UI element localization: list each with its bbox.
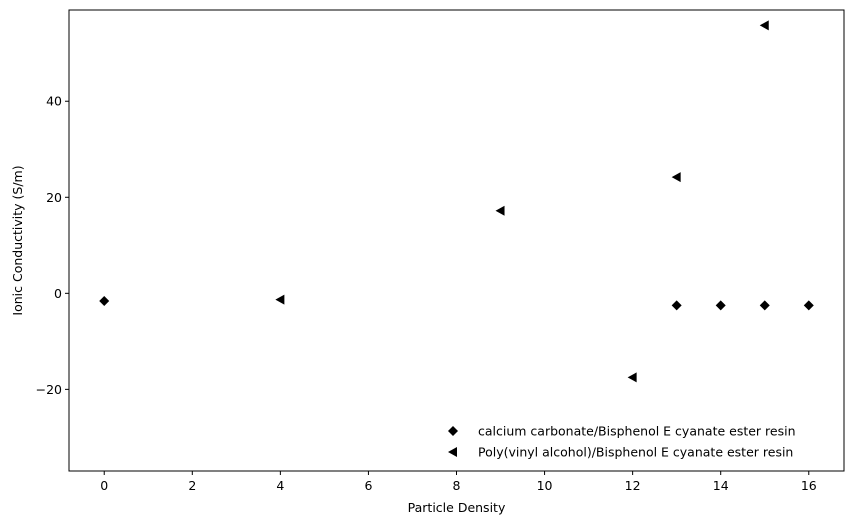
x-axis-label: Particle Density: [408, 500, 506, 515]
y-tick-label: −20: [36, 382, 62, 397]
data-point-series-2: [627, 372, 637, 383]
x-tick-label: 16: [801, 478, 817, 493]
legend: calcium carbonate/Bisphenol E cyanate es…: [448, 424, 796, 460]
legend-marker-series-1: [448, 426, 458, 436]
data-point-series-2: [495, 205, 505, 216]
data-point-series-1: [803, 300, 814, 311]
y-axis-label: Ionic Conductivity (S/m): [10, 165, 25, 315]
plot-area: [68, 9, 845, 472]
x-tick-label: 12: [625, 478, 641, 493]
x-tick-label: 8: [453, 478, 461, 493]
x-tick-label: 4: [276, 478, 284, 493]
x-tick-label: 6: [364, 478, 372, 493]
x-tick-label: 10: [537, 478, 553, 493]
y-tick-label: 0: [54, 286, 62, 301]
data-point-series-1: [759, 300, 770, 311]
y-tick-label: 40: [46, 94, 62, 109]
data-point-series-2: [759, 20, 769, 31]
legend-marker-series-2: [448, 447, 457, 457]
x-tick-label: 2: [188, 478, 196, 493]
y-axis: −20 0 20 40: [36, 94, 69, 397]
legend-label-series-2: Poly(vinyl alcohol)/Bisphenol E cyanate …: [478, 445, 793, 460]
x-tick-label: 0: [100, 478, 108, 493]
data-points: [99, 20, 814, 383]
data-point-series-1: [99, 296, 110, 307]
data-point-series-1: [671, 300, 682, 311]
data-point-series-1: [715, 300, 726, 311]
y-tick-label: 20: [46, 190, 62, 205]
data-point-series-2: [275, 294, 285, 305]
data-point-series-2: [671, 172, 681, 183]
legend-label-series-1: calcium carbonate/Bisphenol E cyanate es…: [478, 424, 796, 439]
x-tick-label: 14: [713, 478, 729, 493]
x-axis: 0 2 4 6 8 10 12 14 16: [100, 471, 817, 493]
